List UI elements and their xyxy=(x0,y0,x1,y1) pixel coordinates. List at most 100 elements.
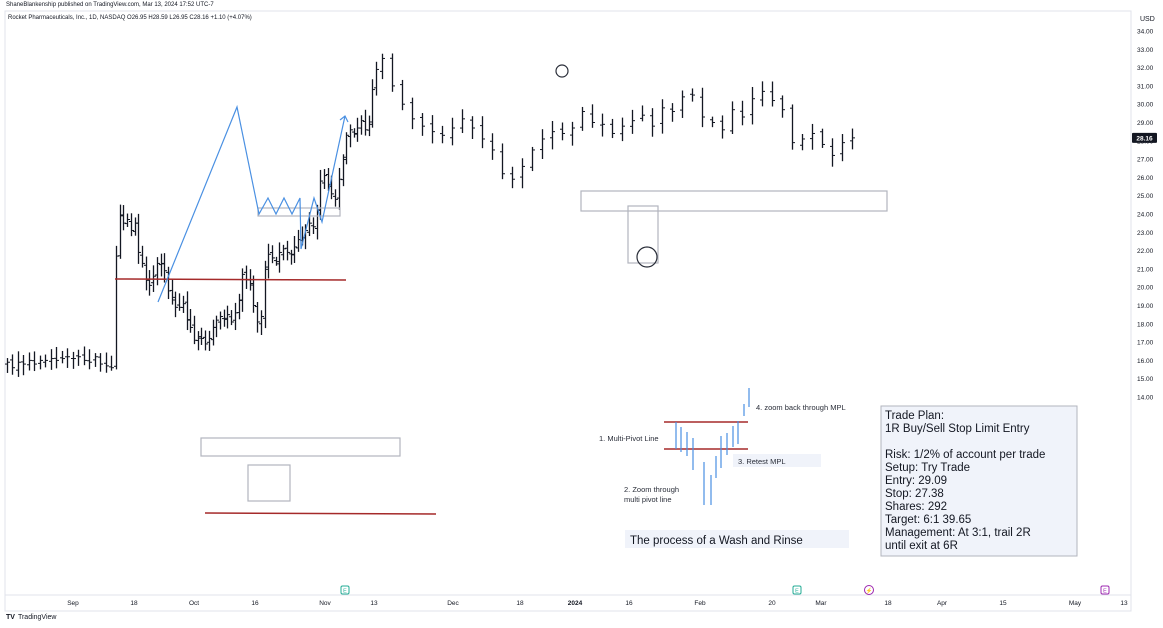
ohlc-bar xyxy=(281,244,286,261)
annotation-zoom-back[interactable]: 4. zoom back through MPL xyxy=(756,403,846,412)
ohlc-bar xyxy=(266,243,271,279)
ohlc-bar xyxy=(780,95,785,118)
ohlc-bar xyxy=(680,90,685,118)
time-tick-label: Apr xyxy=(937,600,948,607)
annotation-wash-rinse[interactable]: The process of a Wash and Rinse xyxy=(630,535,803,547)
annotation-retest[interactable]: 3. Retest MPL xyxy=(738,457,786,466)
ohlc-bar xyxy=(510,166,515,189)
ohlc-bar xyxy=(850,128,855,150)
ohlc-bar xyxy=(610,118,615,139)
ohlc-bar xyxy=(76,349,81,366)
earnings-marker-icon[interactable]: E xyxy=(1100,585,1110,595)
ohlc-bar xyxy=(170,278,175,305)
ohlc-bar xyxy=(214,315,219,338)
ohlc-bar xyxy=(650,108,655,137)
ohlc-bar xyxy=(367,115,372,137)
ohlc-bar xyxy=(65,348,70,368)
ohlc-bar xyxy=(177,293,182,311)
ohlc-bar xyxy=(118,204,123,259)
consolidation-box[interactable] xyxy=(200,437,401,457)
ohlc-bar xyxy=(147,270,152,296)
ohlc-bar xyxy=(173,291,178,318)
ohlc-bar xyxy=(660,99,665,134)
trade-plan-panel[interactable] xyxy=(880,405,1078,557)
ohlc-bar xyxy=(292,235,297,263)
consolidation-box[interactable] xyxy=(580,190,888,212)
ohlc-bar xyxy=(255,301,260,333)
support-line[interactable] xyxy=(204,512,437,515)
split-marker-icon[interactable]: ⚡ xyxy=(864,585,874,595)
price-tick-label: 20.00 xyxy=(1137,285,1154,292)
ohlc-bars xyxy=(5,53,855,377)
pivot-circle[interactable] xyxy=(555,64,569,78)
svg-text:E: E xyxy=(795,589,799,595)
ohlc-bar xyxy=(251,275,256,313)
svg-text:E: E xyxy=(1103,589,1107,595)
ohlc-bar xyxy=(82,346,87,366)
annotation-background xyxy=(733,454,821,467)
ohlc-bar xyxy=(710,116,715,128)
ohlc-bar xyxy=(289,249,294,265)
price-tick-label: 27.00 xyxy=(1137,157,1154,164)
trade-plan-line: Shares: 292 xyxy=(885,501,947,513)
symbol-legend[interactable]: Rocket Pharmaceuticals, Inc., 1D, NASDAQ… xyxy=(8,15,252,21)
ohlc-bar xyxy=(199,327,204,345)
ohlc-bar xyxy=(93,353,98,367)
ohlc-bar xyxy=(211,319,216,346)
price-tick-label: 15.00 xyxy=(1137,376,1154,383)
consolidation-box[interactable] xyxy=(247,464,291,502)
ohlc-bar xyxy=(21,354,26,376)
trade-plan-line: Risk: 1/2% of account per trade xyxy=(885,449,1045,461)
ohlc-bar xyxy=(750,86,755,125)
time-tick-label: Feb xyxy=(694,600,706,607)
ohlc-bar xyxy=(640,105,645,122)
ohlc-bar xyxy=(560,122,565,141)
trade-plan-line: Setup: Try Trade xyxy=(885,462,970,474)
ohlc-bar xyxy=(274,256,279,266)
pivot-circle[interactable] xyxy=(636,246,658,268)
tradingview-brand[interactable]: TV TradingView xyxy=(6,614,56,621)
price-tick-label: 14.00 xyxy=(1137,395,1154,402)
ohlc-bar xyxy=(620,117,625,142)
tradingview-name: TradingView xyxy=(17,614,57,621)
ohlc-bar xyxy=(263,260,268,329)
resistance-line[interactable] xyxy=(114,278,347,281)
annotation-multi-pivot[interactable]: 1. Multi-Pivot Line xyxy=(599,434,659,443)
publish-header: ShaneBlankenship published on TradingVie… xyxy=(6,2,214,8)
ohlc-bar xyxy=(760,81,765,107)
price-axis[interactable]: 34.0033.0032.0031.0030.0029.0028.0027.00… xyxy=(1137,29,1154,402)
annotation-background xyxy=(625,530,849,548)
price-tick-label: 32.00 xyxy=(1137,65,1154,72)
ohlc-bar xyxy=(125,213,130,227)
time-tick-label: 16 xyxy=(251,600,259,607)
ohlc-bar xyxy=(71,351,76,369)
arrow-head-icon xyxy=(339,115,349,123)
ohlc-bar xyxy=(490,133,495,160)
trade-plan-box: Trade Plan:1R Buy/Sell Stop Limit Entry R… xyxy=(880,405,1078,557)
ohlc-bar xyxy=(322,169,327,190)
ohlc-bar xyxy=(237,293,242,320)
ohlc-bar xyxy=(43,354,48,368)
time-axis[interactable]: Sep 18 Oct 16 Nov 13 Dec 18 2024 16 Feb 20 Mar 18 Apr 1… xyxy=(67,600,1128,607)
ohlc-bar xyxy=(16,351,21,377)
ohlc-bar xyxy=(185,291,190,331)
ohlc-bar xyxy=(470,116,475,140)
time-tick-label: Dec xyxy=(447,600,459,607)
currency-label: USD xyxy=(1140,16,1155,23)
earnings-marker-icon[interactable]: E xyxy=(340,585,350,595)
ohlc-bar xyxy=(38,355,43,370)
ohlc-bar xyxy=(233,302,238,331)
ohlc-bar xyxy=(188,308,193,333)
blue-sketch-path[interactable] xyxy=(157,104,346,303)
price-tick-label: 30.00 xyxy=(1137,102,1154,109)
ohlc-bar xyxy=(520,158,525,189)
sketch-box[interactable] xyxy=(257,207,341,217)
ohlc-bar xyxy=(155,257,160,286)
time-tick-label: 13 xyxy=(1120,600,1128,607)
ohlc-bar xyxy=(570,121,575,146)
ohlc-bar xyxy=(530,146,535,172)
annotation-zoom-through[interactable]: 2. Zoom through multi pivot line xyxy=(624,485,679,504)
earnings-marker-icon[interactable]: E xyxy=(792,585,802,595)
consolidation-box[interactable] xyxy=(627,205,659,264)
